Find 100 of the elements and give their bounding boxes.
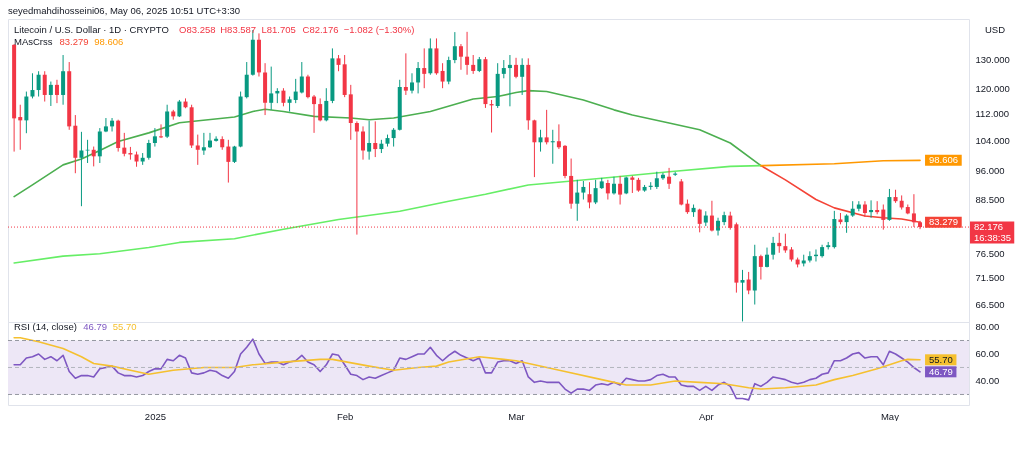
candlestick [575,179,580,222]
y-tick-label: 120.000 [975,83,1010,95]
annotation: 83.279 [59,36,89,47]
candlestick [446,56,451,85]
annotation: O83.258 [179,24,216,35]
candlestick [544,109,549,145]
candlestick [54,79,59,104]
annotation: −1.082 (−1.30%) [343,24,415,35]
y-tick-label: 40.00 [975,375,1000,387]
data-label: 83.279 [929,216,959,228]
candlestick [465,31,470,76]
line-series [13,164,762,264]
candlestick [146,139,151,161]
candlestick [48,81,53,107]
y-tick-label: 130.000 [975,53,1010,65]
candlestick [324,87,329,122]
x-tick-label: Feb [336,410,354,422]
candlestick [862,200,867,218]
candlestick [538,129,543,153]
candlestick [195,134,200,166]
y-tick-label: 112.000 [975,108,1010,120]
candlestick [403,52,408,96]
candlestick [299,61,304,94]
y-tick-label: 66.500 [975,299,1005,311]
ref-line-label: 82.176 16:38:35 [974,221,1011,244]
candlestick [79,131,84,207]
candlestick [618,175,623,206]
candlestick [887,188,892,222]
line-series [13,338,921,401]
candlestick [91,146,96,167]
candlestick [85,139,90,164]
candlestick [269,66,274,111]
candlestick [611,176,616,196]
y-tick-label: 60.00 [975,348,1000,360]
candlestick [244,61,249,99]
y-tick-label: 80.00 [975,321,1000,333]
y-tick-label: 71.500 [975,272,1005,284]
candlestick [452,31,457,64]
y-tick-label: 104.000 [975,135,1010,147]
candlestick [61,54,66,106]
candlestick [361,125,366,161]
candlestick [281,87,286,107]
candlestick [214,135,219,143]
annotation: L81.705 [261,24,296,35]
candlestick [740,269,745,322]
annotation: 55.70 [112,321,137,332]
data-label: 98.606 [929,154,959,166]
candlestick [159,123,164,139]
candlestick [312,94,317,134]
candlestick [440,62,445,89]
candlestick [771,236,776,261]
candlestick [605,179,610,201]
data-label: 46.79 [929,365,953,377]
candlestick [783,233,788,254]
annotation: 46.79 [83,321,108,332]
annotation: C82.176 [302,24,339,35]
candlestick [550,129,555,165]
text: Litecoin / U.S. Dollar · 1D · CRYPTO [14,24,169,35]
candlestick [103,117,108,133]
candlestick [36,70,41,98]
candlestick [422,47,427,89]
candlestick [514,57,519,79]
candlestick [679,178,684,206]
annotation: 98.606 [94,36,124,47]
y-tick-label: 76.500 [975,247,1005,259]
line-series [13,89,762,198]
candlestick [593,179,598,205]
candlestick [844,213,849,234]
candlestick [305,74,310,99]
x-tick-label: Mar [508,410,525,422]
candlestick [416,61,421,94]
candlestick [201,132,206,156]
chart-title: RSI (14, close) [14,321,77,332]
candlestick [24,91,29,134]
line-series [13,336,921,390]
candlestick [667,167,672,190]
candlestick [318,97,323,122]
candlestick [391,127,396,148]
candlestick [581,180,586,201]
candlestick [556,123,561,150]
candlestick [458,43,463,71]
candlestick [152,127,157,148]
candlestick [507,54,512,107]
candlestick [293,78,298,104]
candlestick [42,70,47,103]
y-tick-label: 96.000 [975,164,1005,176]
candlestick [807,250,812,263]
candlestick [30,72,35,99]
candlestick [587,181,592,209]
x-tick-label: Apr [698,410,714,422]
data-label: 55.70 [929,353,953,365]
x-tick-label: May [880,410,900,422]
candlestick [532,119,537,178]
y-axis-title: USD [984,24,1006,35]
y-tick-label: 88.500 [975,194,1005,206]
candlestick [409,72,414,94]
annotation: MAsCrss [14,36,53,47]
candlestick [520,57,525,96]
candlestick [18,104,23,151]
line-series [760,164,921,223]
